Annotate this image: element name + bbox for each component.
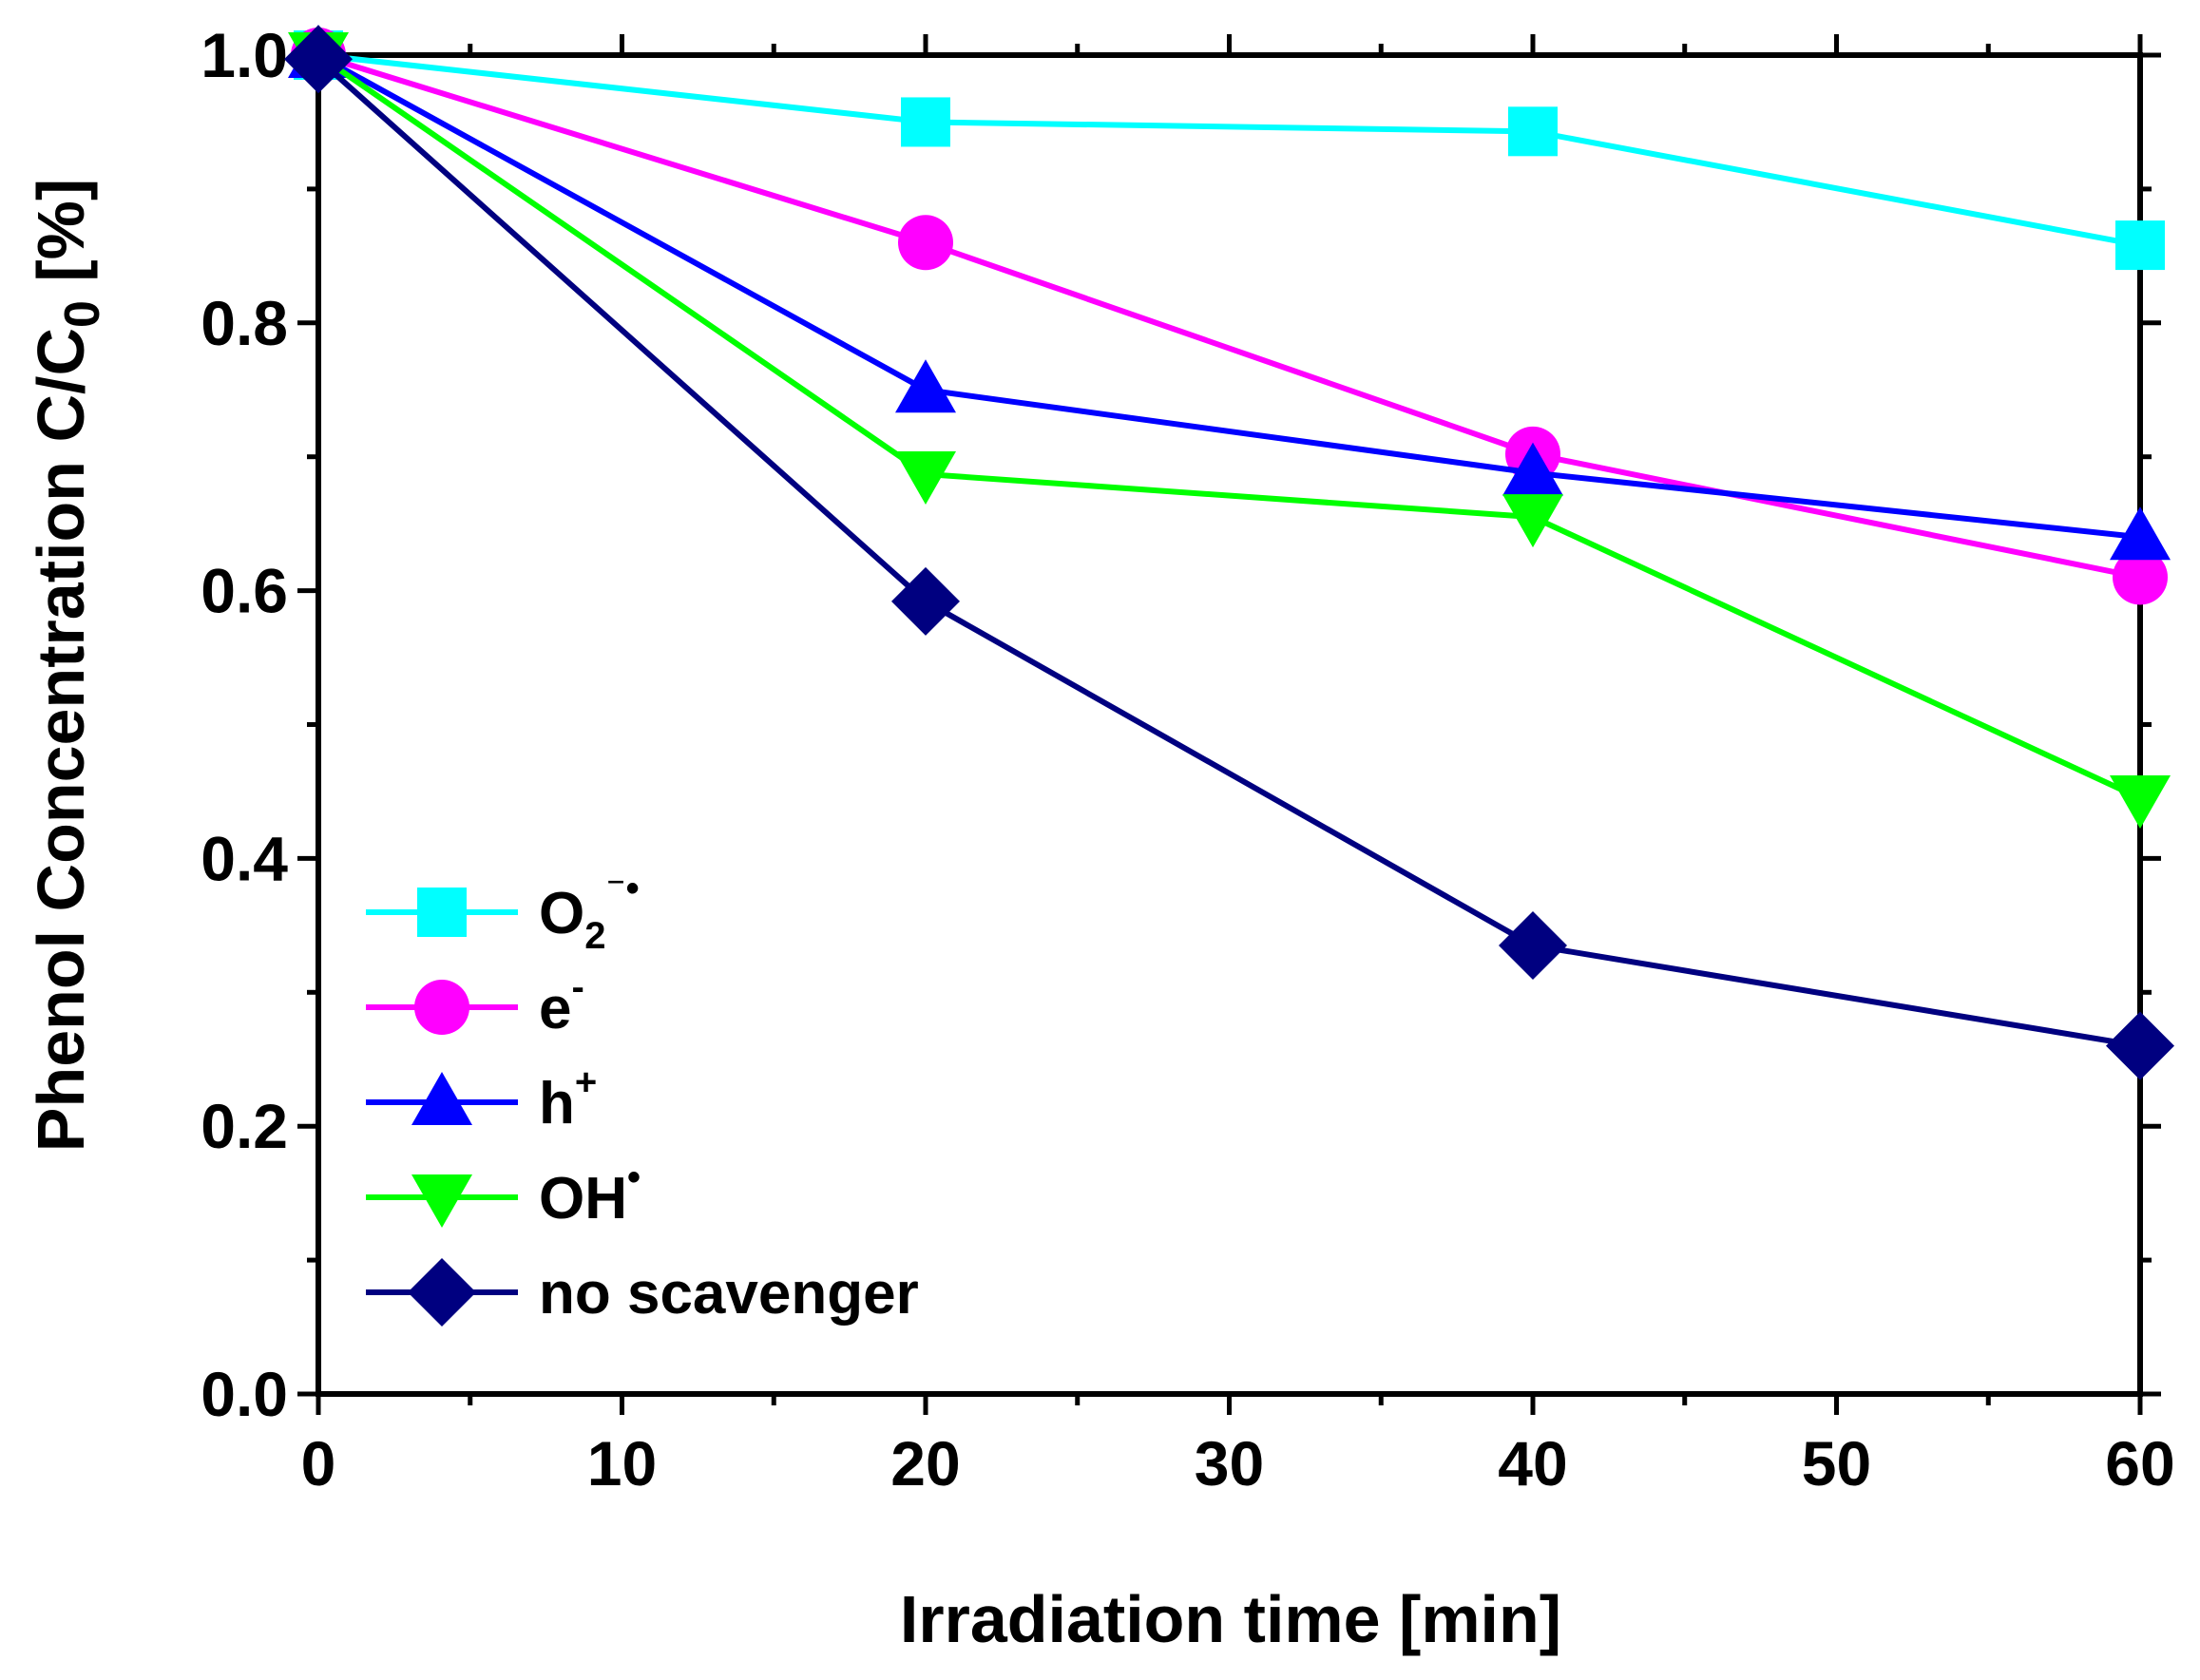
legend-label: OH• bbox=[539, 1156, 641, 1231]
x-tick-label: 10 bbox=[587, 1428, 657, 1499]
data-point bbox=[1502, 494, 1563, 548]
legend-label: O2⁻• bbox=[539, 868, 640, 957]
data-point bbox=[2110, 774, 2171, 829]
legend-label: no scavenger bbox=[539, 1261, 919, 1327]
x-tick-label: 50 bbox=[1802, 1428, 1871, 1499]
x-tick-label: 30 bbox=[1195, 1428, 1264, 1499]
legend-marker bbox=[417, 888, 467, 937]
legend-marker bbox=[411, 1174, 472, 1228]
x-axis: 0 10 20 30 40 50 60 bbox=[301, 34, 2175, 1499]
legend-label: h+ bbox=[539, 1061, 597, 1136]
x-tick-label: 0 bbox=[301, 1428, 336, 1499]
x-tick-label: 40 bbox=[1498, 1428, 1567, 1499]
data-point bbox=[901, 97, 950, 147]
y-tick-label: 1.0 bbox=[201, 20, 288, 90]
series-line bbox=[317, 52, 2141, 249]
legend-entry: e- bbox=[366, 966, 584, 1041]
data-point bbox=[2113, 549, 2168, 605]
y-axis-title: Phenol Concentration C/C0 [%] bbox=[24, 179, 110, 1152]
y-tick-label: 0.8 bbox=[201, 288, 288, 358]
data-point bbox=[895, 451, 956, 506]
data-point bbox=[1502, 442, 1563, 496]
legend-entry: no scavenger bbox=[366, 1258, 919, 1327]
x-tick-label: 60 bbox=[2105, 1428, 2174, 1499]
legend-entry: O2⁻• bbox=[366, 868, 640, 957]
data-point bbox=[895, 359, 956, 413]
series-line bbox=[316, 52, 2142, 801]
data-point bbox=[284, 25, 353, 94]
data-point bbox=[2115, 220, 2165, 271]
y-axis: 0.0 0.2 0.4 0.6 0.8 1.0 bbox=[201, 20, 2161, 1429]
y-tick-label: 0.6 bbox=[201, 556, 288, 626]
legend-entry: OH• bbox=[366, 1156, 641, 1231]
y-tick-label: 0.2 bbox=[201, 1091, 288, 1161]
data-point bbox=[2106, 1011, 2174, 1080]
series-line bbox=[316, 56, 2141, 1049]
data-point bbox=[898, 215, 953, 271]
legend-marker bbox=[411, 1072, 472, 1125]
legend-marker bbox=[408, 1258, 476, 1327]
series-2 bbox=[288, 25, 2171, 561]
data-point bbox=[2110, 506, 2171, 561]
legend-marker bbox=[414, 980, 469, 1035]
series-group bbox=[284, 25, 2174, 1080]
legend-label: e- bbox=[539, 966, 584, 1041]
data-point bbox=[1508, 106, 1558, 157]
legend-entry: h+ bbox=[366, 1061, 597, 1136]
series-line bbox=[317, 52, 2141, 581]
y-tick-label: 0.0 bbox=[201, 1359, 288, 1429]
legend: O2⁻• e-h+ OH• no scavenger bbox=[366, 868, 919, 1327]
series-1 bbox=[291, 28, 2168, 605]
data-point bbox=[1499, 910, 1567, 980]
x-tick-label: 20 bbox=[890, 1428, 960, 1499]
y-tick-label: 0.4 bbox=[201, 823, 288, 893]
x-axis-title: Irradiation time [min] bbox=[900, 1582, 1561, 1656]
series-line bbox=[316, 52, 2141, 541]
data-point bbox=[891, 566, 960, 636]
series-4 bbox=[284, 25, 2174, 1080]
